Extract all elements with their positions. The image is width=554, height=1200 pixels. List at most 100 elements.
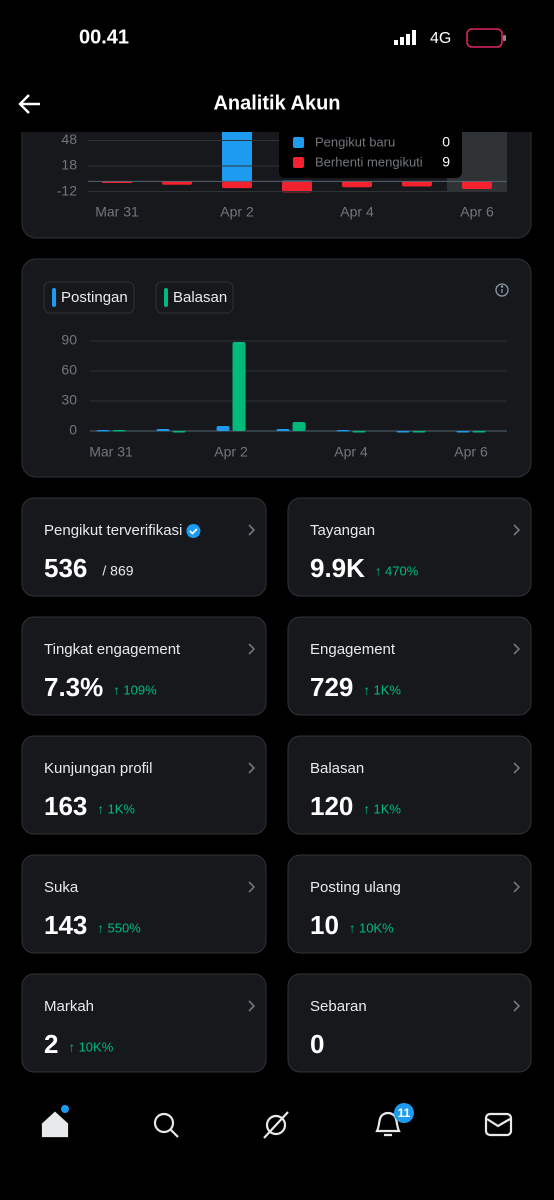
metric-value: 163 <box>44 791 87 821</box>
chevron <box>248 881 256 893</box>
bar <box>162 181 192 185</box>
x-tick-label: Apr 4 <box>340 204 374 220</box>
bar <box>96 430 110 432</box>
metric-label: Markah <box>44 998 94 1015</box>
y-tick-label: 30 <box>61 392 77 408</box>
grok-icon[interactable] <box>263 1111 289 1139</box>
badge-count: 11 <box>398 1106 411 1120</box>
metric-value: 2 <box>44 1029 58 1059</box>
metric-change: ↑ 470% <box>375 563 419 578</box>
metric-change: ↑ 10K% <box>349 920 394 935</box>
tooltip-label: Berhenti mengikuti <box>315 154 423 169</box>
y-tick-label: 18 <box>61 157 77 173</box>
y-tick-label: 48 <box>61 131 77 147</box>
bar <box>276 429 290 431</box>
search-icon[interactable] <box>153 1112 179 1138</box>
badge <box>394 1103 414 1123</box>
metric-card[interactable] <box>287 616 532 716</box>
legend-box[interactable] <box>155 281 234 314</box>
x-tick-label: Apr 2 <box>220 204 254 220</box>
x-tick-label: Apr 4 <box>334 444 368 460</box>
bar <box>292 422 306 431</box>
tooltip-swatch <box>293 137 304 148</box>
y-tick-label: 60 <box>61 362 77 378</box>
metric-card[interactable] <box>287 854 532 954</box>
info-icon[interactable] <box>495 283 509 297</box>
metric-change: ↑ 1K% <box>363 682 401 697</box>
metric-value: 120 <box>310 791 353 821</box>
metric-card[interactable] <box>21 735 267 835</box>
bar <box>172 431 186 433</box>
bar <box>396 431 410 433</box>
y-tick-label: 0 <box>69 422 77 438</box>
x-tick-label: Apr 6 <box>454 444 488 460</box>
bar <box>472 431 486 433</box>
y-tick-label: 90 <box>61 332 77 348</box>
page-title: Analitik Akun <box>213 92 340 114</box>
metric-card[interactable] <box>287 735 532 835</box>
y-tick-label: -12 <box>57 182 77 198</box>
verified-badge <box>186 524 201 538</box>
bottom-nav <box>41 1105 513 1139</box>
tooltip-value: 9 <box>442 154 450 170</box>
metric-label: Tayangan <box>310 522 375 539</box>
x-tick-label: Apr 2 <box>214 444 248 460</box>
metric-label: Engagement <box>310 641 396 658</box>
metric-card[interactable] <box>21 616 267 716</box>
home-icon[interactable] <box>41 1111 69 1138</box>
metric-card[interactable] <box>21 854 267 954</box>
chevron <box>513 643 521 655</box>
bar <box>216 426 230 431</box>
metric-label: Tingkat engagement <box>44 641 181 658</box>
chevron <box>513 762 521 774</box>
metric-value: 0 <box>310 1029 324 1059</box>
battery-tip <box>503 35 506 41</box>
metric-card[interactable] <box>21 973 267 1073</box>
metric-value: 9.9K <box>310 553 365 583</box>
messages-icon[interactable] <box>484 1112 513 1137</box>
notifications-icon[interactable] <box>375 1111 401 1137</box>
bar <box>156 429 170 431</box>
bar <box>336 430 350 432</box>
back-button[interactable] <box>18 94 40 114</box>
signal-icon <box>394 30 416 45</box>
tooltip-box <box>279 126 462 178</box>
metric-label: Pengikut terverifikasi <box>44 522 182 539</box>
chevron <box>248 762 256 774</box>
legend-box[interactable] <box>43 281 135 314</box>
chevron <box>513 1000 521 1012</box>
metric-label: Suka <box>44 879 79 896</box>
bar <box>282 181 312 193</box>
metric-value: 536 <box>44 553 87 583</box>
x-tick-label: Apr 6 <box>460 204 494 220</box>
bar <box>456 431 470 433</box>
metric-label: Kunjungan profil <box>44 760 152 777</box>
tooltip: Pengikut baru 0 Berhenti mengikuti 9 <box>279 126 462 178</box>
metric-change: ↑ 1K% <box>363 801 401 816</box>
metric-label: Balasan <box>310 760 364 777</box>
chevron <box>248 643 256 655</box>
chevron <box>513 881 521 893</box>
legend-label: Balasan <box>173 289 227 306</box>
metric-card[interactable] <box>287 497 532 597</box>
home-dot <box>61 1105 69 1113</box>
bar <box>112 430 126 432</box>
battery <box>466 28 503 48</box>
status-time: 00.41 <box>79 26 129 48</box>
bar <box>462 181 492 189</box>
activity-chart-card <box>21 258 532 478</box>
metric-value: 7.3% <box>44 672 103 702</box>
metric-card[interactable] <box>287 973 532 1073</box>
legend-swatch <box>52 288 56 307</box>
bar <box>222 181 252 189</box>
bar <box>222 132 252 182</box>
metric-change: ↑ 550% <box>97 920 141 935</box>
header-bg <box>0 0 554 132</box>
tooltip-swatch <box>293 157 304 168</box>
metric-card[interactable] <box>21 497 267 597</box>
metric-cards: Pengikut terverifikasi 536 / 869 Tayangan 9.… <box>21 497 532 1073</box>
metric-value: 10 <box>310 910 339 940</box>
metric-label: Sebaran <box>310 998 367 1015</box>
bar <box>232 342 246 431</box>
